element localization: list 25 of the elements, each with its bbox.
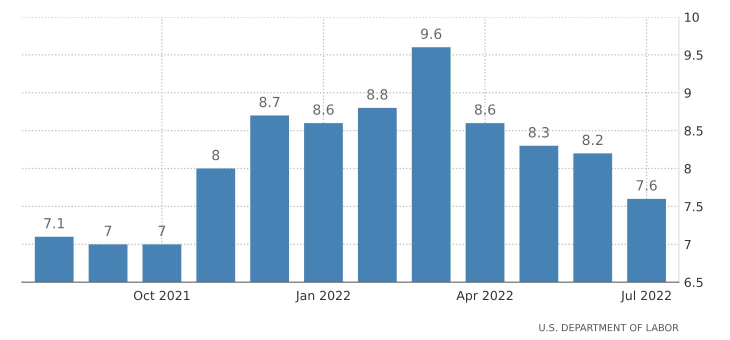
data-label: 7 xyxy=(104,226,112,236)
data-label: 8.3 xyxy=(528,127,549,138)
data-label: 8 xyxy=(212,150,220,160)
data-label: 7.1 xyxy=(44,218,64,228)
data-label: 9.6 xyxy=(421,28,442,40)
data-label: 8.8 xyxy=(367,89,388,100)
data-label: 7.6 xyxy=(636,180,657,191)
data-label: 7 xyxy=(158,226,166,236)
x-tick-label: Jan 2022 xyxy=(295,290,350,303)
x-tick-label: Oct 2021 xyxy=(134,290,190,300)
data-label: 8.7 xyxy=(260,96,280,108)
y-tick-label: 8 xyxy=(684,164,691,174)
data-label: 8.6 xyxy=(313,104,334,115)
y-tick-label: 8.5 xyxy=(684,126,703,136)
y-tick-label: 7.5 xyxy=(684,202,703,212)
y-tick-label: 9 xyxy=(684,88,691,98)
data-label: 8.6 xyxy=(474,104,496,115)
data-label: 8.2 xyxy=(582,134,602,146)
y-tick-label: 7 xyxy=(684,240,691,250)
y-tick-label: 10 xyxy=(685,12,699,22)
x-tick-label: Jul 2022 xyxy=(620,290,671,303)
text: U.S. DEPARTMENT OF LABOR xyxy=(539,324,679,332)
x-tick-label: Apr 2022 xyxy=(456,290,512,303)
y-tick-label: 6.5 xyxy=(684,278,703,288)
y-tick-label: 9.5 xyxy=(684,50,703,60)
